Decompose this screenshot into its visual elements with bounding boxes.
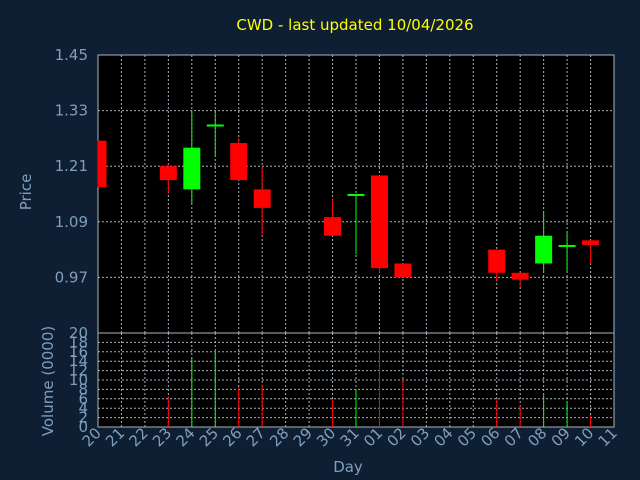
x-tick-label: 29 xyxy=(290,424,316,450)
candle-body xyxy=(159,166,177,181)
x-tick-label: 03 xyxy=(407,424,433,450)
x-tick-label: 08 xyxy=(524,424,550,450)
candle-body xyxy=(206,124,224,127)
x-tick-label: 30 xyxy=(313,424,339,450)
x-tick-label: 26 xyxy=(219,424,245,450)
price-tick-label: 1.09 xyxy=(55,213,88,231)
candle-body xyxy=(98,140,107,188)
x-tick-label: 11 xyxy=(595,424,621,450)
x-tick-label: 01 xyxy=(360,424,386,450)
x-tick-label: 04 xyxy=(430,424,456,450)
volume-tick-label: 8 xyxy=(78,380,88,398)
price-tick-label: 1.33 xyxy=(55,102,88,120)
candle-body xyxy=(347,194,365,196)
x-tick-label: 05 xyxy=(454,424,480,450)
volume-tick-label: 14 xyxy=(69,352,88,370)
candle-body xyxy=(558,244,576,247)
x-tick-label: 24 xyxy=(172,424,198,450)
candle-body xyxy=(394,263,412,278)
x-tick-label: 10 xyxy=(571,424,597,450)
candle-body xyxy=(183,147,201,190)
volume-tick-label: 16 xyxy=(69,343,88,361)
x-tick-label: 09 xyxy=(548,424,574,450)
x-tick-label: 25 xyxy=(196,424,222,450)
candle-body xyxy=(324,217,342,236)
price-tick-label: 1.21 xyxy=(55,157,88,175)
candle-body xyxy=(370,175,388,269)
candle-body xyxy=(253,189,271,208)
candle-body xyxy=(582,240,600,245)
x-tick-label: 21 xyxy=(102,424,128,450)
volume-tick-label: 12 xyxy=(69,362,88,380)
price-tick-label: 1.45 xyxy=(55,46,88,64)
candle-body xyxy=(511,272,529,280)
volume-tick-label: 20 xyxy=(69,324,88,342)
volume-tick-label: 10 xyxy=(69,371,88,389)
candle-body xyxy=(535,235,553,264)
x-tick-label: 06 xyxy=(477,424,503,450)
candle-body xyxy=(230,143,248,181)
x-tick-label: 23 xyxy=(149,424,175,450)
volume-tick-label: 0 xyxy=(78,418,88,436)
x-axis-label: Day xyxy=(333,458,363,476)
x-tick-label: 27 xyxy=(243,424,269,450)
volume-tick-label: 4 xyxy=(78,399,88,417)
candle-body xyxy=(488,249,506,273)
x-tick-label: 02 xyxy=(384,424,410,450)
x-tick-label: 07 xyxy=(501,424,527,450)
volume-tick-label: 2 xyxy=(78,409,88,427)
price-tick-label: 0.97 xyxy=(55,268,88,286)
x-tick-label: 31 xyxy=(337,424,363,450)
price-axis-label: Price xyxy=(17,174,35,211)
volume-tick-label: 6 xyxy=(78,390,88,408)
chart-title: CWD - last updated 10/04/2026 xyxy=(236,16,473,34)
x-tick-label: 22 xyxy=(126,424,152,450)
x-tick-label: 28 xyxy=(266,424,292,450)
volume-tick-label: 18 xyxy=(69,333,88,351)
volume-axis-label: Volume (0000) xyxy=(39,326,57,436)
